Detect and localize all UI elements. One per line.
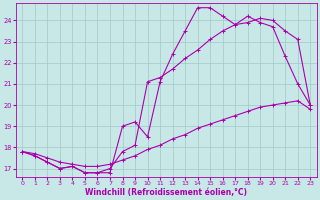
X-axis label: Windchill (Refroidissement éolien,°C): Windchill (Refroidissement éolien,°C) — [85, 188, 247, 197]
